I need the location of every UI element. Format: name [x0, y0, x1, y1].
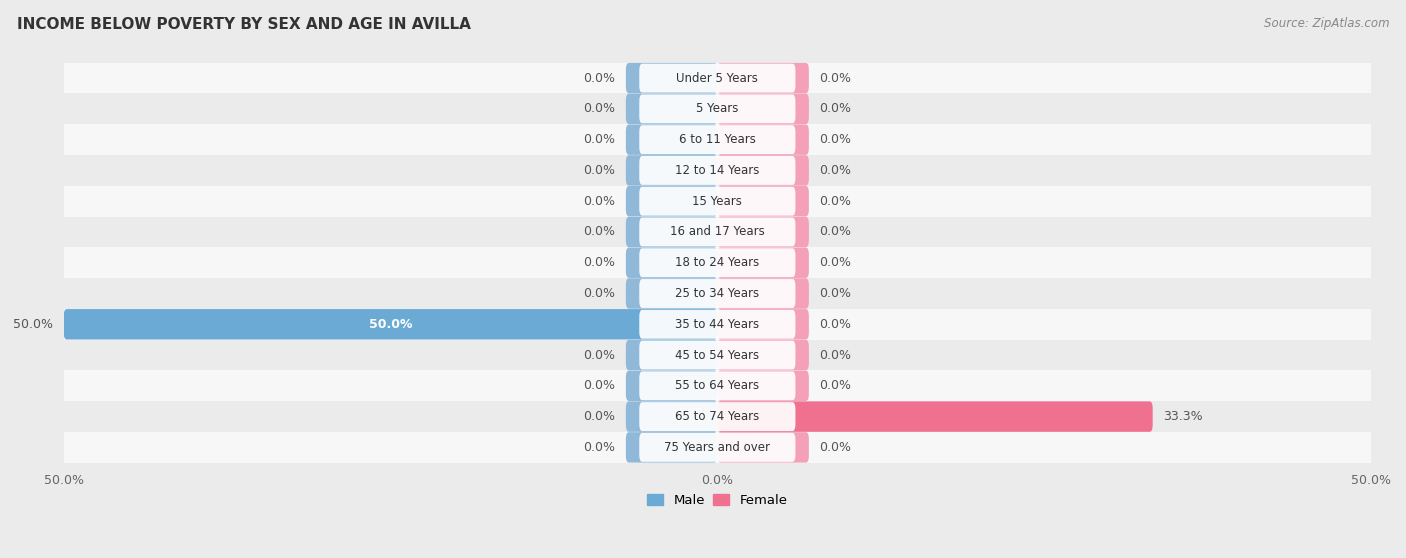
Text: 0.0%: 0.0% [820, 225, 851, 238]
Text: 0.0%: 0.0% [820, 102, 851, 116]
FancyBboxPatch shape [717, 371, 808, 401]
FancyBboxPatch shape [717, 248, 808, 278]
Text: 0.0%: 0.0% [820, 195, 851, 208]
Text: Source: ZipAtlas.com: Source: ZipAtlas.com [1264, 17, 1389, 30]
FancyBboxPatch shape [626, 94, 717, 124]
FancyBboxPatch shape [717, 63, 808, 93]
Text: 0.0%: 0.0% [583, 102, 616, 116]
FancyBboxPatch shape [640, 248, 796, 277]
FancyBboxPatch shape [717, 401, 1153, 432]
Bar [63, 94, 1371, 124]
FancyBboxPatch shape [640, 279, 796, 308]
Text: 0.0%: 0.0% [583, 441, 616, 454]
Text: 12 to 14 Years: 12 to 14 Years [675, 164, 759, 177]
Text: 0.0%: 0.0% [820, 71, 851, 85]
Text: 0.0%: 0.0% [820, 441, 851, 454]
FancyBboxPatch shape [717, 186, 808, 217]
FancyBboxPatch shape [640, 156, 796, 185]
Bar [63, 247, 1371, 278]
FancyBboxPatch shape [626, 155, 717, 186]
FancyBboxPatch shape [640, 372, 796, 400]
FancyBboxPatch shape [626, 432, 717, 463]
FancyBboxPatch shape [717, 155, 808, 186]
Text: 0.0%: 0.0% [583, 410, 616, 423]
Bar [63, 62, 1371, 94]
FancyBboxPatch shape [717, 124, 808, 155]
FancyBboxPatch shape [626, 186, 717, 217]
Text: 16 and 17 Years: 16 and 17 Years [671, 225, 765, 238]
Bar [63, 155, 1371, 186]
FancyBboxPatch shape [717, 278, 808, 309]
FancyBboxPatch shape [626, 340, 717, 371]
Text: 45 to 54 Years: 45 to 54 Years [675, 349, 759, 362]
FancyBboxPatch shape [626, 278, 717, 309]
Text: 33.3%: 33.3% [1163, 410, 1202, 423]
Text: INCOME BELOW POVERTY BY SEX AND AGE IN AVILLA: INCOME BELOW POVERTY BY SEX AND AGE IN A… [17, 17, 471, 32]
Text: 15 Years: 15 Years [692, 195, 742, 208]
Text: 35 to 44 Years: 35 to 44 Years [675, 318, 759, 331]
Text: 50.0%: 50.0% [368, 318, 412, 331]
Text: 0.0%: 0.0% [583, 225, 616, 238]
FancyBboxPatch shape [717, 432, 808, 463]
Text: Under 5 Years: Under 5 Years [676, 71, 758, 85]
Text: 65 to 74 Years: 65 to 74 Years [675, 410, 759, 423]
FancyBboxPatch shape [640, 125, 796, 154]
Text: 0.0%: 0.0% [583, 256, 616, 270]
Text: 0.0%: 0.0% [820, 379, 851, 392]
Text: 0.0%: 0.0% [820, 318, 851, 331]
FancyBboxPatch shape [717, 340, 808, 371]
Bar [63, 124, 1371, 155]
FancyBboxPatch shape [640, 433, 796, 462]
Text: 50.0%: 50.0% [13, 318, 53, 331]
Bar [63, 186, 1371, 217]
Text: 25 to 34 Years: 25 to 34 Years [675, 287, 759, 300]
FancyBboxPatch shape [626, 63, 717, 93]
FancyBboxPatch shape [626, 217, 717, 247]
FancyBboxPatch shape [717, 94, 808, 124]
Text: 75 Years and over: 75 Years and over [665, 441, 770, 454]
FancyBboxPatch shape [640, 402, 796, 431]
Text: 0.0%: 0.0% [583, 164, 616, 177]
Text: 6 to 11 Years: 6 to 11 Years [679, 133, 756, 146]
Text: 0.0%: 0.0% [820, 256, 851, 270]
Bar [63, 309, 1371, 340]
Text: 0.0%: 0.0% [583, 379, 616, 392]
Text: 55 to 64 Years: 55 to 64 Years [675, 379, 759, 392]
FancyBboxPatch shape [640, 218, 796, 247]
FancyBboxPatch shape [640, 310, 796, 339]
FancyBboxPatch shape [717, 309, 808, 339]
Text: 0.0%: 0.0% [583, 195, 616, 208]
Bar [63, 340, 1371, 371]
FancyBboxPatch shape [626, 401, 717, 432]
Text: 0.0%: 0.0% [820, 349, 851, 362]
Text: 0.0%: 0.0% [583, 71, 616, 85]
FancyBboxPatch shape [640, 187, 796, 215]
Bar [63, 217, 1371, 247]
Bar [63, 371, 1371, 401]
Bar [63, 278, 1371, 309]
Text: 5 Years: 5 Years [696, 102, 738, 116]
Text: 0.0%: 0.0% [583, 133, 616, 146]
Text: 0.0%: 0.0% [820, 133, 851, 146]
FancyBboxPatch shape [717, 217, 808, 247]
FancyBboxPatch shape [640, 94, 796, 123]
FancyBboxPatch shape [640, 340, 796, 369]
Text: 0.0%: 0.0% [583, 349, 616, 362]
Legend: Male, Female: Male, Female [643, 488, 793, 512]
FancyBboxPatch shape [626, 371, 717, 401]
FancyBboxPatch shape [63, 309, 717, 339]
FancyBboxPatch shape [626, 124, 717, 155]
Bar [63, 432, 1371, 463]
FancyBboxPatch shape [640, 64, 796, 93]
Text: 0.0%: 0.0% [583, 287, 616, 300]
FancyBboxPatch shape [626, 248, 717, 278]
Bar [63, 401, 1371, 432]
Text: 0.0%: 0.0% [820, 287, 851, 300]
Text: 0.0%: 0.0% [820, 164, 851, 177]
Text: 18 to 24 Years: 18 to 24 Years [675, 256, 759, 270]
